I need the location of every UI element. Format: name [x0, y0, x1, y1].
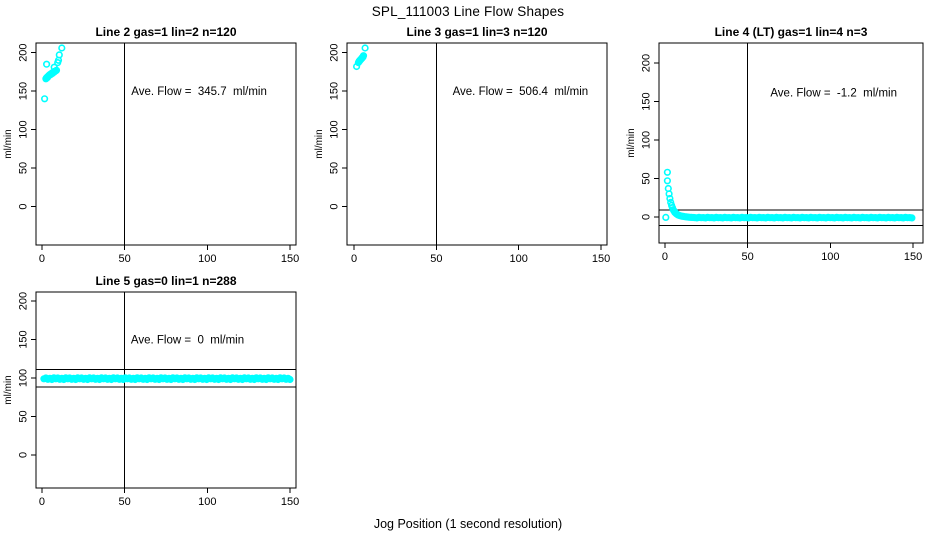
y-tick-label: 100 [18, 369, 30, 387]
x-tick-label: 50 [119, 253, 131, 265]
y-tick-label: 0 [641, 214, 653, 220]
panel-line4: Line 4 (LT) gas=1 lin=4 n=3 0 50 100 150 0 50 1… [626, 25, 924, 263]
x-tick-label: 150 [281, 496, 299, 508]
y-tick-label: 200 [329, 43, 341, 61]
plot-box [35, 42, 297, 246]
y-tick-label: 50 [18, 162, 30, 174]
data-point [665, 190, 673, 198]
y-tick-label: 0 [18, 452, 30, 458]
panel-title: Line 4 (LT) gas=1 lin=4 n=3 [715, 25, 868, 39]
y-tick-label: 100 [329, 120, 341, 138]
y-tick-label: 150 [329, 82, 341, 100]
y-tick-label: 200 [18, 292, 30, 310]
data-point [50, 68, 58, 76]
plot-box [35, 291, 297, 489]
y-tick-label: 150 [18, 330, 30, 348]
x-tick-label: 0 [351, 253, 357, 265]
y-axis-unit-label: ml/min [314, 129, 325, 158]
y-axis-unit-label: ml/min [3, 375, 14, 404]
x-tick-label: 150 [904, 251, 922, 263]
y-axis-unit-label: ml/min [626, 128, 637, 157]
plot-box [346, 42, 608, 246]
main-title: SPL_111003 Line Flow Shapes [371, 4, 565, 19]
x-tick-label: 100 [510, 253, 528, 265]
y-tick-label: 50 [18, 410, 30, 422]
data-point [663, 177, 672, 185]
x-tick-label: 0 [662, 251, 668, 263]
scatter-points [353, 44, 369, 71]
x-tick-label: 50 [430, 253, 442, 265]
data-point [666, 194, 674, 203]
x-tick-label: 100 [821, 251, 839, 263]
panel-title: Line 3 gas=1 lin=3 n=120 [406, 25, 547, 39]
y-tick-label: 0 [329, 203, 341, 209]
panel-line2: Line 2 gas=1 lin=2 n=120 0 50 100 150 0 50 100 1… [3, 25, 299, 265]
data-point [361, 44, 369, 52]
y-tick-label: 200 [641, 54, 653, 72]
data-point [58, 44, 66, 52]
y-axis-unit-label: ml/min [3, 129, 14, 158]
x-tick-label: 0 [39, 253, 45, 265]
scatter-points [40, 374, 294, 384]
x-tick-label: 100 [198, 496, 216, 508]
x-tick-label: 0 [39, 496, 45, 508]
y-tick-label: 50 [641, 172, 653, 184]
data-point [663, 168, 672, 176]
panel-line3: Line 3 gas=1 lin=3 n=120 0 50 100 150 0 50 100 1… [314, 25, 610, 265]
x-tick-label: 150 [281, 253, 299, 265]
data-point [55, 51, 63, 59]
panel-title: Line 5 gas=0 lin=1 n=288 [95, 274, 236, 288]
ave-flow-annotation: Ave. Flow = 0 ml/min [131, 334, 244, 346]
panel-line5: Line 5 gas=0 lin=1 n=288 0 50 100 150 0 50 100 1… [3, 274, 299, 508]
ave-flow-annotation: Ave. Flow = -1.2 ml/min [770, 87, 897, 99]
y-tick-label: 0 [18, 203, 30, 209]
y-tick-label: 50 [329, 162, 341, 174]
data-point [662, 213, 670, 221]
y-tick-label: 150 [641, 92, 653, 110]
ave-flow-annotation: Ave. Flow = 506.4 ml/min [453, 86, 589, 98]
x-tick-label: 50 [119, 496, 131, 508]
x-tick-label: 150 [592, 253, 610, 265]
scatter-points [662, 168, 916, 222]
x-axis-label: Jog Position (1 second resolution) [373, 517, 563, 531]
x-tick-label: 50 [742, 251, 754, 263]
data-point [908, 214, 916, 222]
data-point [42, 60, 51, 68]
scatter-points [40, 44, 66, 103]
plot-box [658, 42, 924, 244]
data-point [40, 95, 49, 103]
panel-title: Line 2 gas=1 lin=2 n=120 [95, 25, 236, 39]
y-tick-label: 100 [18, 120, 30, 138]
y-tick-label: 150 [18, 82, 30, 100]
ave-flow-annotation: Ave. Flow = 345.7 ml/min [131, 86, 267, 98]
y-tick-label: 200 [18, 43, 30, 61]
x-tick-label: 100 [198, 253, 216, 265]
y-tick-label: 100 [641, 131, 653, 149]
data-point [356, 56, 364, 64]
data-point [286, 375, 294, 384]
